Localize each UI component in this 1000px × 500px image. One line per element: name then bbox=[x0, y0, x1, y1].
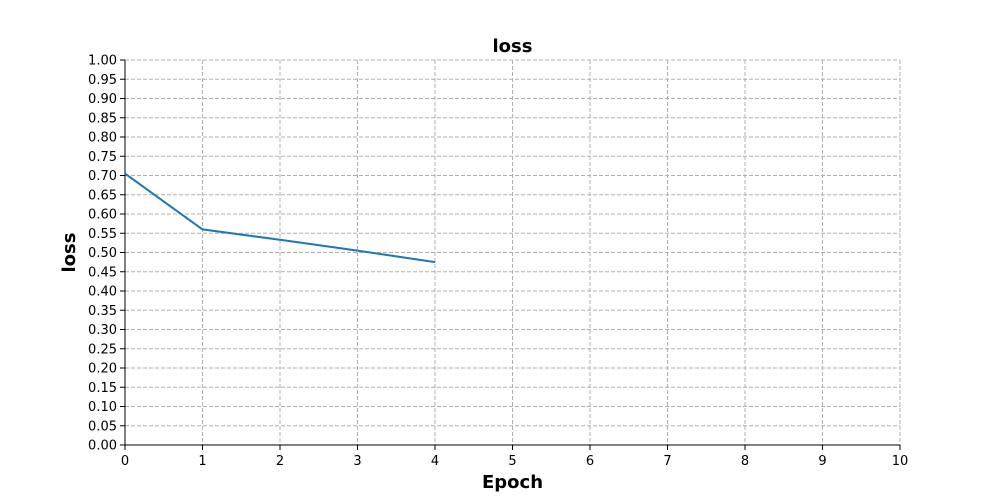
x-tick-label: 9 bbox=[818, 454, 826, 469]
x-tick-label: 1 bbox=[198, 454, 206, 469]
x-tick-label: 3 bbox=[353, 454, 361, 469]
y-tick-label: 0.40 bbox=[88, 285, 117, 300]
chart-title: loss bbox=[493, 36, 533, 57]
y-ticks: 0.00 0.05 0.10 0.15 0.20 0.25 0.30 0.35 0.40 0.45… bbox=[88, 54, 125, 454]
y-tick-label: 0.25 bbox=[88, 342, 117, 357]
y-tick-label: 0.30 bbox=[88, 323, 117, 338]
x-axis-title: Epoch bbox=[482, 472, 543, 493]
x-tick-label: 4 bbox=[431, 454, 439, 469]
y-tick-label: 0.70 bbox=[88, 169, 117, 184]
x-tick-label: 8 bbox=[741, 454, 749, 469]
y-tick-label: 0.90 bbox=[88, 92, 117, 107]
loss-series-line bbox=[124, 172, 436, 264]
y-tick-label: 0.45 bbox=[88, 265, 117, 280]
y-tick-label: 0.75 bbox=[88, 150, 117, 165]
y-tick-label: 0.95 bbox=[88, 73, 117, 88]
y-axis-title: loss bbox=[59, 233, 80, 273]
y-tick-label: 0.55 bbox=[88, 227, 117, 242]
grid bbox=[124, 59, 901, 446]
y-tick-label: 0.50 bbox=[88, 246, 117, 261]
y-tick-label: 0.05 bbox=[88, 419, 117, 434]
y-tick-label: 0.80 bbox=[88, 131, 117, 146]
x-tick-label: 7 bbox=[663, 454, 671, 469]
x-tick-label: 5 bbox=[508, 454, 516, 469]
y-tick-label: 0.85 bbox=[88, 111, 117, 126]
y-tick-label: 0.20 bbox=[88, 362, 117, 377]
y-tick-label: 1.00 bbox=[88, 54, 117, 69]
x-tick-label: 0 bbox=[121, 454, 129, 469]
y-tick-label: 0.60 bbox=[88, 208, 117, 223]
y-tick-label: 0.00 bbox=[88, 439, 117, 454]
x-ticks: 0 1 2 3 4 5 6 7 8 9 10 bbox=[121, 445, 908, 469]
x-tick-label: 6 bbox=[586, 454, 594, 469]
y-tick-label: 0.15 bbox=[88, 381, 117, 396]
y-tick-label: 0.10 bbox=[88, 400, 117, 415]
series bbox=[124, 172, 436, 264]
x-tick-label: 2 bbox=[276, 454, 284, 469]
y-tick-label: 0.35 bbox=[88, 304, 117, 319]
y-tick-label: 0.65 bbox=[88, 188, 117, 203]
x-tick-label: 10 bbox=[892, 454, 909, 469]
